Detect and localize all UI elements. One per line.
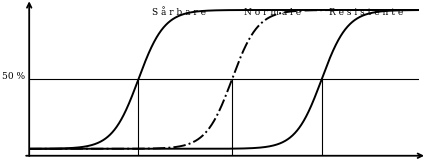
Text: 50 %: 50 % [2, 72, 26, 81]
Text: S å r b a r e: S å r b a r e [152, 8, 206, 17]
Text: N o r m a l e: N o r m a l e [244, 8, 301, 17]
Text: R e s i s t e n t e: R e s i s t e n t e [329, 8, 404, 17]
